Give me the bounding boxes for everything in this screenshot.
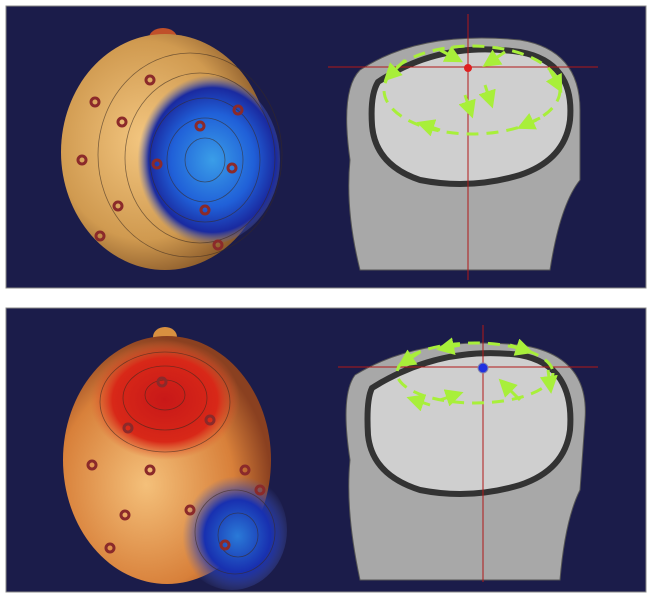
- contour-lines: [97, 52, 283, 258]
- electrodes: [76, 74, 244, 251]
- brain: [364, 350, 574, 497]
- panel-top: [5, 5, 647, 289]
- dipole: [477, 362, 489, 374]
- negative-potential: [177, 470, 287, 590]
- panel-bottom: [5, 307, 647, 593]
- electrodes: [86, 376, 266, 554]
- current-arrows: [383, 45, 563, 137]
- positive-potential: [90, 340, 240, 460]
- dipole: [464, 64, 472, 72]
- current-loop: [395, 341, 555, 405]
- current-arrows: [397, 337, 558, 412]
- negative-potential: [130, 75, 280, 245]
- contour-lines: [99, 351, 276, 575]
